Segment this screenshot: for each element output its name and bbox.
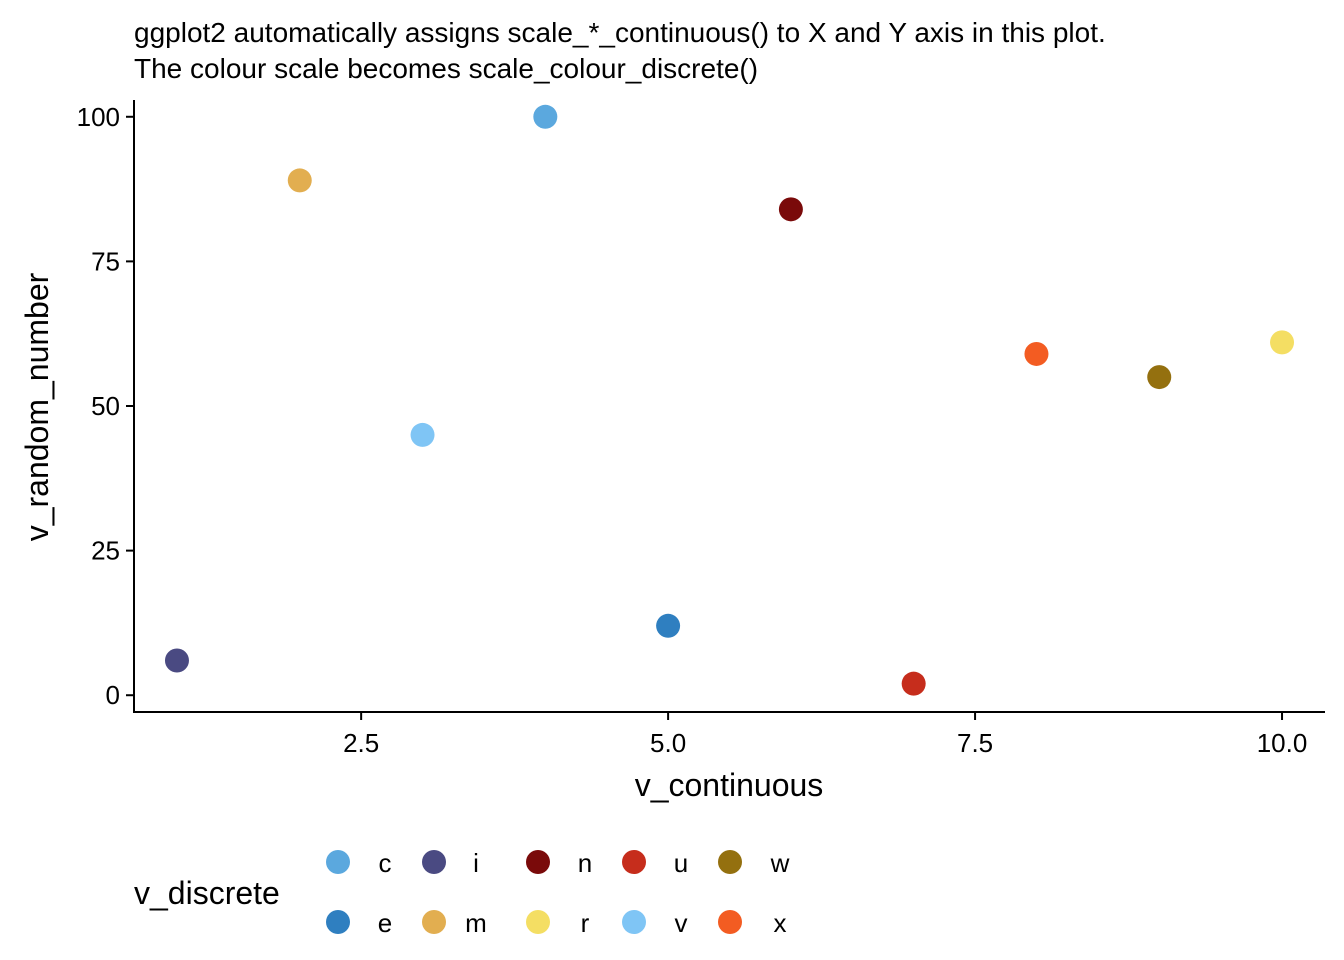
data-points (164, 104, 1295, 696)
x-tick-label: 10.0 (1257, 728, 1308, 758)
legend-label-c: c (379, 848, 392, 878)
data-point-e (656, 613, 681, 638)
legend-label-m: m (465, 908, 487, 938)
chart-title-line-1: ggplot2 automatically assigns scale_*_co… (134, 17, 1106, 48)
legend-key-c (326, 850, 350, 874)
legend-label-u: u (674, 848, 688, 878)
legend-label-v: v (675, 908, 688, 938)
data-point-r (1270, 330, 1295, 355)
y-axis-ticks: 0 25 50 75 100 (77, 102, 134, 710)
legend: v_discrete c i n u w e m r v x (134, 848, 790, 938)
y-axis-title: v_random_number (19, 272, 55, 541)
legend-title: v_discrete (134, 875, 280, 911)
y-tick-label: 50 (91, 391, 120, 421)
x-axis-title: v_continuous (635, 767, 824, 803)
data-point-c (533, 104, 558, 129)
y-tick-label: 75 (91, 246, 120, 276)
legend-key-m (422, 910, 446, 934)
x-tick-label: 5.0 (650, 728, 686, 758)
data-point-x (1024, 341, 1049, 366)
legend-key-i (422, 850, 446, 874)
legend-key-n (526, 850, 550, 874)
data-point-n (778, 197, 803, 222)
x-tick-label: 2.5 (343, 728, 379, 758)
data-point-m (287, 168, 312, 193)
legend-label-r: r (581, 908, 590, 938)
legend-key-w (718, 850, 742, 874)
data-point-i (164, 648, 189, 673)
y-tick-label: 25 (91, 536, 120, 566)
data-point-u (901, 671, 926, 696)
y-tick-label: 0 (106, 680, 120, 710)
legend-key-x (718, 910, 742, 934)
legend-label-e: e (378, 908, 392, 938)
legend-key-u (622, 850, 646, 874)
legend-label-x: x (774, 908, 787, 938)
legend-label-n: n (578, 848, 592, 878)
legend-key-v (622, 910, 646, 934)
legend-key-r (526, 910, 550, 934)
data-point-v (410, 422, 435, 447)
data-point-w (1147, 365, 1172, 390)
legend-key-e (326, 910, 350, 934)
legend-items: c i n u w e m r v x (326, 848, 790, 938)
y-tick-label: 100 (77, 102, 120, 132)
x-axis-ticks: 2.5 5.0 7.5 10.0 (343, 712, 1307, 758)
chart-title-line-2: The colour scale becomes scale_colour_di… (134, 53, 758, 84)
legend-label-i: i (473, 848, 479, 878)
legend-label-w: w (770, 848, 790, 878)
x-tick-label: 7.5 (957, 728, 993, 758)
